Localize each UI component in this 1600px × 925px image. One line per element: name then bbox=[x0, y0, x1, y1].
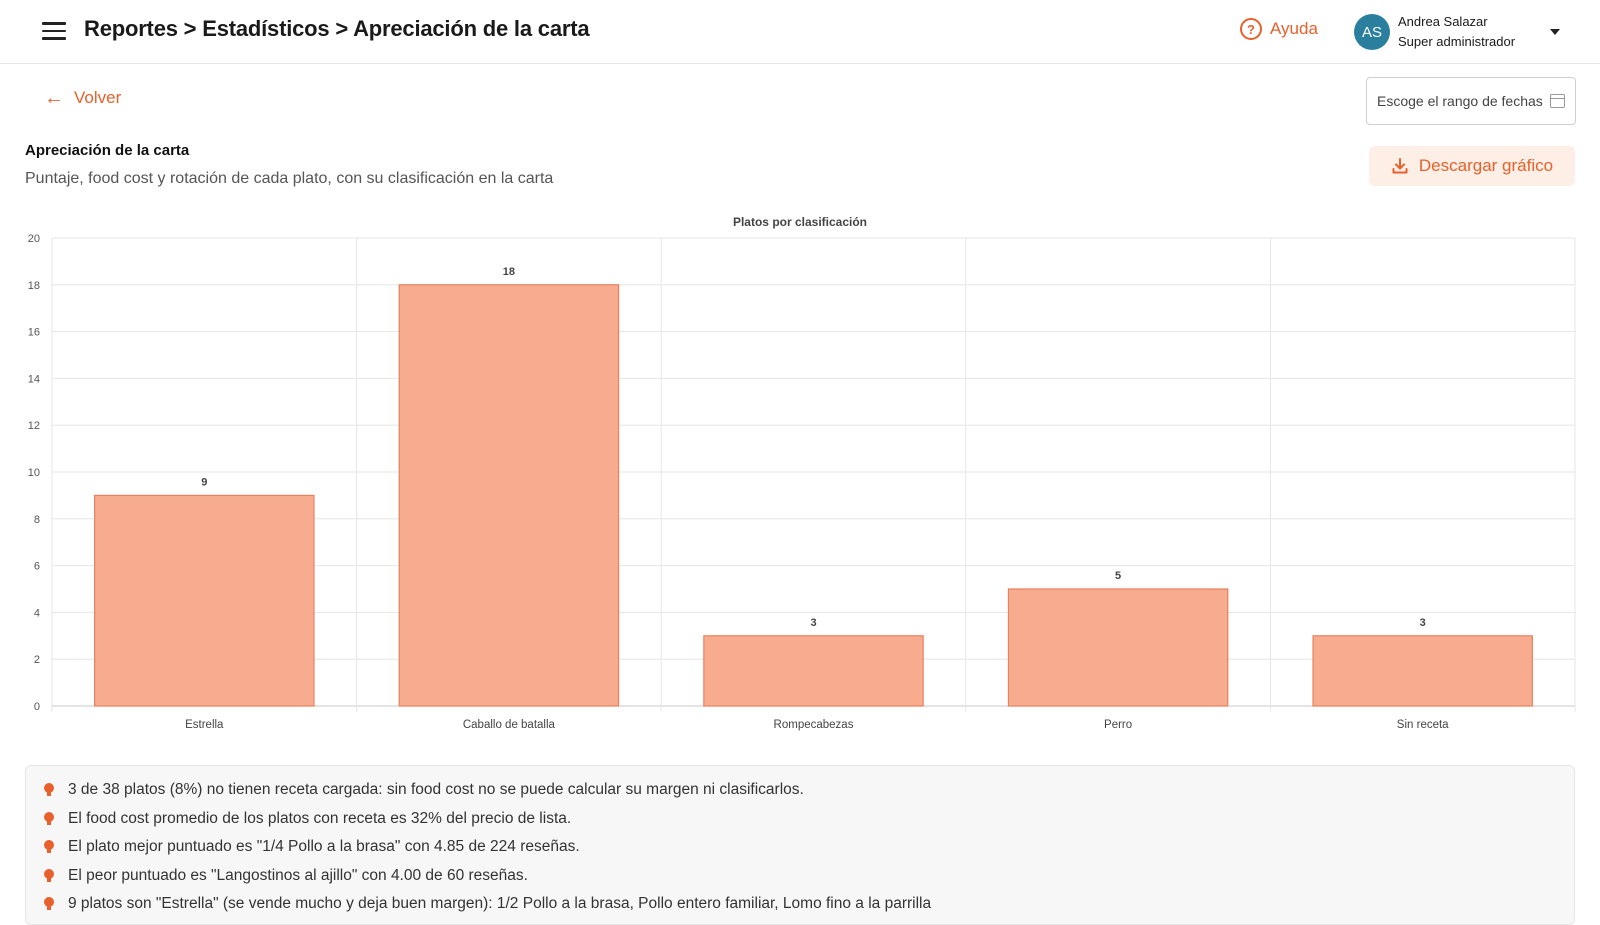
date-range-placeholder: Escoge el rango de fechas bbox=[1377, 93, 1543, 109]
back-label: Volver bbox=[74, 88, 122, 107]
bar bbox=[1007, 588, 1229, 707]
lightbulb-icon bbox=[44, 811, 54, 826]
y-tick-label: 2 bbox=[34, 654, 40, 666]
y-tick-label: 16 bbox=[28, 327, 40, 339]
data-label: 9 bbox=[201, 476, 207, 488]
back-button[interactable]: ← Volver bbox=[44, 88, 121, 108]
arrow-left-icon: ← bbox=[44, 87, 64, 109]
y-tick-label: 14 bbox=[28, 373, 40, 385]
data-label: 5 bbox=[1115, 570, 1121, 582]
insight-text: El food cost promedio de los platos con … bbox=[68, 809, 572, 827]
user-role: Super administrador bbox=[1398, 34, 1516, 49]
chevron-down-icon[interactable] bbox=[1550, 29, 1560, 35]
insight-item: El plato mejor puntuado es "1/4 Pollo a … bbox=[44, 833, 1556, 862]
data-label: 18 bbox=[503, 266, 515, 278]
y-tick-label: 18 bbox=[28, 280, 40, 292]
y-tick-label: 10 bbox=[28, 467, 40, 479]
bar bbox=[398, 284, 620, 707]
help-icon: ? bbox=[1240, 18, 1262, 40]
y-tick-label: 4 bbox=[34, 607, 40, 619]
y-tick-label: 0 bbox=[34, 701, 40, 713]
data-label: 3 bbox=[810, 617, 816, 629]
lightbulb-icon bbox=[44, 897, 54, 911]
lightbulb-icon bbox=[44, 840, 54, 854]
section-subtitle: Puntaje, food cost y rotación de cada pl… bbox=[25, 170, 554, 187]
user-info: Andrea Salazar Super administrador bbox=[1398, 12, 1542, 52]
bar-chart: Platos por clasificación 0 2 4 6 8 10 12 14 16 18… bbox=[28, 215, 1576, 731]
insight-text: El plato mejor puntuado es "1/4 Pollo a … bbox=[68, 838, 580, 856]
insight-item: 3 de 38 platos (8%) no tienen receta car… bbox=[44, 776, 1556, 805]
x-tick-label: Sin receta bbox=[1397, 719, 1449, 731]
lightbulb-icon bbox=[44, 868, 54, 883]
data-label: 3 bbox=[1420, 617, 1426, 629]
y-tick-label: 8 bbox=[34, 514, 40, 526]
breadcrumb: Reportes > Estadísticos > Apreciación de… bbox=[84, 16, 590, 41]
insight-text: El peor puntuado es "Langostinos al ajil… bbox=[68, 866, 528, 884]
insights-panel: 3 de 38 platos (8%) no tienen receta car… bbox=[25, 765, 1575, 925]
section-title: Apreciación de la carta bbox=[25, 142, 190, 159]
bar bbox=[703, 635, 924, 707]
lightbulb-icon bbox=[44, 783, 54, 797]
insight-text: 3 de 38 platos (8%) no tienen receta car… bbox=[68, 781, 804, 799]
avatar: AS bbox=[1354, 14, 1390, 50]
help-label: Ayuda bbox=[1270, 19, 1318, 38]
insight-item: 9 platos son "Estrella" (se vende mucho … bbox=[44, 890, 1556, 919]
insight-item: El food cost promedio de los platos con … bbox=[44, 805, 1556, 834]
help-button[interactable]: ? Ayuda bbox=[1240, 18, 1318, 40]
download-chart-button[interactable]: Descargar gráfico bbox=[1369, 146, 1575, 186]
x-tick-label: Rompecabezas bbox=[774, 719, 854, 731]
x-tick-label: Perro bbox=[1104, 719, 1132, 731]
bar bbox=[94, 494, 315, 707]
download-icon bbox=[1392, 158, 1408, 174]
x-tick-label: Caballo de batalla bbox=[463, 719, 556, 731]
menu-icon[interactable] bbox=[42, 22, 66, 42]
y-tick-label: 12 bbox=[28, 420, 40, 432]
user-menu[interactable]: AS Andrea Salazar Super administrador bbox=[1354, 12, 1560, 52]
chart-title: Platos por clasificación bbox=[733, 215, 867, 229]
download-label: Descargar gráfico bbox=[1418, 156, 1554, 175]
insight-text: 9 platos son "Estrella" (se vende mucho … bbox=[68, 895, 932, 913]
y-tick-label: 20 bbox=[28, 233, 40, 245]
calendar-icon bbox=[1550, 94, 1565, 108]
y-tick-label: 6 bbox=[34, 561, 40, 573]
top-bar: Reportes > Estadísticos > Apreciación de… bbox=[0, 0, 1600, 64]
user-name: Andrea Salazar bbox=[1398, 14, 1488, 29]
bar bbox=[1312, 635, 1533, 707]
date-range-picker[interactable]: Escoge el rango de fechas bbox=[1366, 77, 1576, 125]
x-tick-label: Estrella bbox=[185, 719, 224, 731]
insight-item: El peor puntuado es "Langostinos al ajil… bbox=[44, 862, 1556, 891]
